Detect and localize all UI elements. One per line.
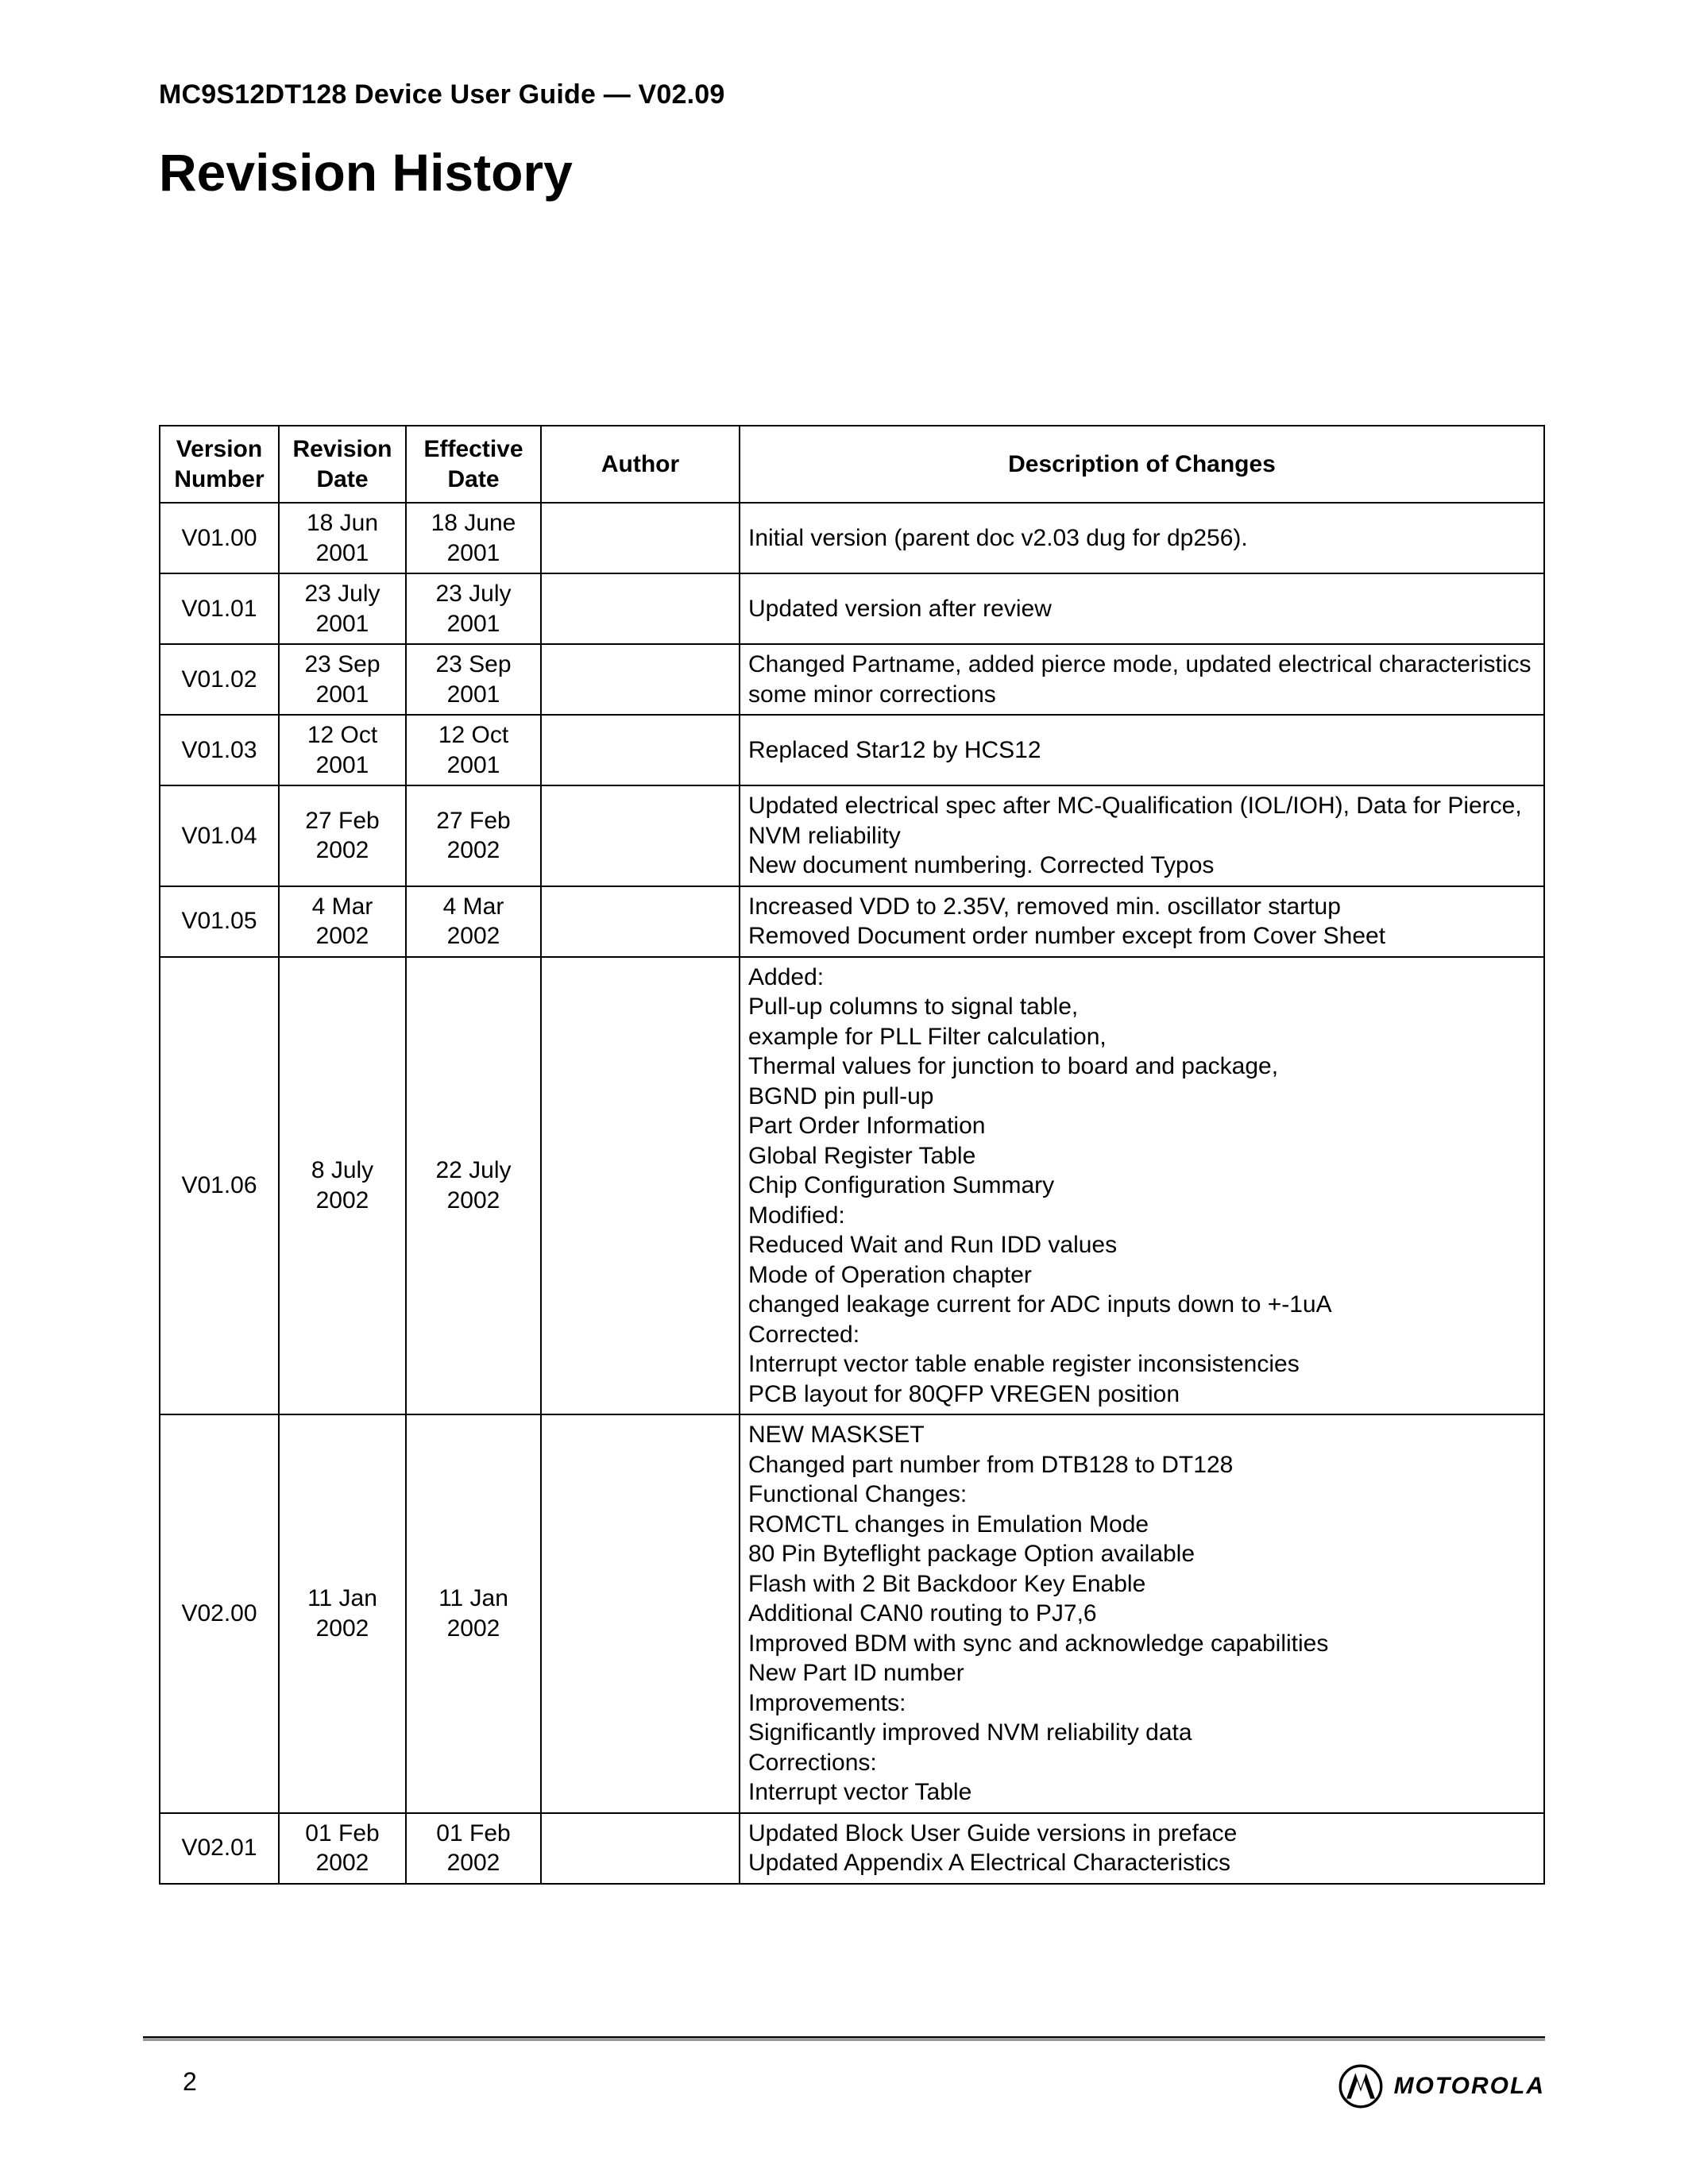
motorola-logo-icon [1338,2064,1383,2109]
cell-author [541,957,740,1415]
footer-rule [143,2036,1545,2041]
cell-eff-date: 23 Sep 2001 [406,644,541,715]
cell-version: V01.02 [160,644,279,715]
cell-rev-date: 27 Feb 2002 [279,785,406,886]
footer-brand: MOTOROLA [1338,2064,1545,2109]
table-row: V01.02 23 Sep 2001 23 Sep 2001 Changed P… [160,644,1544,715]
table-row: V02.00 11 Jan 2002 11 Jan 2002 NEW MASKS… [160,1414,1544,1813]
table-row: V01.00 18 Jun 2001 18 June 2001 Initial … [160,503,1544,573]
cell-desc: Updated Block User Guide versions in pre… [740,1813,1544,1884]
table-row: V01.03 12 Oct 2001 12 Oct 2001 Replaced … [160,715,1544,785]
cell-desc: Increased VDD to 2.35V, removed min. osc… [740,886,1544,957]
cell-eff-date: 18 June 2001 [406,503,541,573]
page-title: Revision History [159,142,1545,203]
cell-desc: NEW MASKSET Changed part number from DTB… [740,1414,1544,1813]
cell-version: V01.06 [160,957,279,1415]
cell-desc: Replaced Star12 by HCS12 [740,715,1544,785]
cell-author [541,1414,740,1813]
col-revision-date: Revision Date [279,426,406,503]
cell-author [541,644,740,715]
cell-rev-date: 4 Mar 2002 [279,886,406,957]
cell-version: V01.03 [160,715,279,785]
col-version: Version Number [160,426,279,503]
cell-author [541,503,740,573]
cell-rev-date: 23 July 2001 [279,573,406,644]
cell-rev-date: 18 Jun 2001 [279,503,406,573]
page: MC9S12DT128 Device User Guide — V02.09 R… [0,0,1688,2184]
cell-author [541,785,740,886]
col-description: Description of Changes [740,426,1544,503]
col-author: Author [541,426,740,503]
table-row: V01.04 27 Feb 2002 27 Feb 2002 Updated e… [160,785,1544,886]
cell-version: V02.00 [160,1414,279,1813]
cell-version: V01.04 [160,785,279,886]
cell-version: V01.01 [160,573,279,644]
cell-desc: Updated version after review [740,573,1544,644]
table-header-row: Version Number Revision Date Effective D… [160,426,1544,503]
cell-eff-date: 11 Jan 2002 [406,1414,541,1813]
cell-eff-date: 4 Mar 2002 [406,886,541,957]
cell-eff-date: 01 Feb 2002 [406,1813,541,1884]
cell-rev-date: 01 Feb 2002 [279,1813,406,1884]
table-row: V01.06 8 July 2002 22 July 2002 Added: P… [160,957,1544,1415]
cell-eff-date: 22 July 2002 [406,957,541,1415]
cell-author [541,886,740,957]
table-row: V01.05 4 Mar 2002 4 Mar 2002 Increased V… [160,886,1544,957]
col-effective-date: Effective Date [406,426,541,503]
cell-desc: Changed Partname, added pierce mode, upd… [740,644,1544,715]
cell-eff-date: 27 Feb 2002 [406,785,541,886]
cell-rev-date: 12 Oct 2001 [279,715,406,785]
cell-author [541,715,740,785]
cell-desc: Updated electrical spec after MC-Qualifi… [740,785,1544,886]
page-number: 2 [183,2067,197,2097]
cell-version: V01.00 [160,503,279,573]
cell-rev-date: 11 Jan 2002 [279,1414,406,1813]
cell-author [541,1813,740,1884]
cell-eff-date: 12 Oct 2001 [406,715,541,785]
table-body: V01.00 18 Jun 2001 18 June 2001 Initial … [160,503,1544,1884]
cell-rev-date: 8 July 2002 [279,957,406,1415]
revision-history-table: Version Number Revision Date Effective D… [159,425,1545,1885]
cell-desc: Added: Pull-up columns to signal table, … [740,957,1544,1415]
cell-author [541,573,740,644]
cell-eff-date: 23 July 2001 [406,573,541,644]
cell-version: V01.05 [160,886,279,957]
doc-header: MC9S12DT128 Device User Guide — V02.09 [159,79,1545,110]
brand-name: MOTOROLA [1394,2073,1545,2100]
table-row: V02.01 01 Feb 2002 01 Feb 2002 Updated B… [160,1813,1544,1884]
table-row: V01.01 23 July 2001 23 July 2001 Updated… [160,573,1544,644]
cell-version: V02.01 [160,1813,279,1884]
cell-rev-date: 23 Sep 2001 [279,644,406,715]
cell-desc: Initial version (parent doc v2.03 dug fo… [740,503,1544,573]
